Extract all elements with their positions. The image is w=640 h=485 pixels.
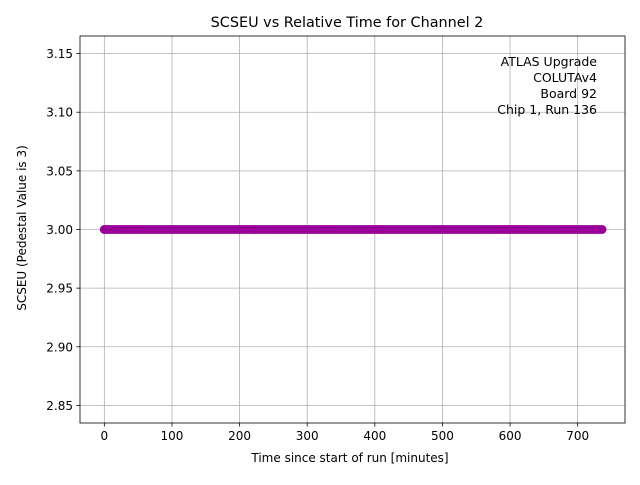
x-tick-label: 700 [566,429,589,443]
data-points [99,225,607,234]
y-tick-label: 3.10 [46,106,73,120]
x-tick-label: 300 [296,429,319,443]
axis-ticks: 0 100 200 300 400 500 600 700 2.85 2.90 2.95 3.00 3.… [46,47,589,443]
x-tick-label: 100 [161,429,184,443]
x-tick-label: 500 [431,429,454,443]
y-tick-label: 3.15 [46,47,73,61]
annotation-line: Chip 1, Run 136 [497,102,597,117]
x-tick-label: 600 [499,429,522,443]
annotation-line: ATLAS Upgrade [501,54,598,69]
y-axis-label: SCSEU (Pedestal Value is 3) [15,145,29,311]
y-tick-label: 3.00 [46,223,73,237]
y-tick-label: 2.90 [46,340,73,354]
chart-title: SCSEU vs Relative Time for Channel 2 [211,15,484,31]
y-tick-label: 2.95 [46,282,73,296]
x-tick-label: 0 [101,429,109,443]
y-tick-label: 3.05 [46,164,73,178]
annotation-line: COLUTAv4 [533,70,597,85]
grid [80,36,625,423]
x-tick-label: 200 [228,429,251,443]
annotation-line: Board 92 [540,86,597,101]
x-axis-label: Time since start of run [minutes] [250,451,448,465]
data-point [597,225,607,234]
y-tick-label: 2.85 [46,399,73,413]
x-tick-label: 400 [363,429,386,443]
